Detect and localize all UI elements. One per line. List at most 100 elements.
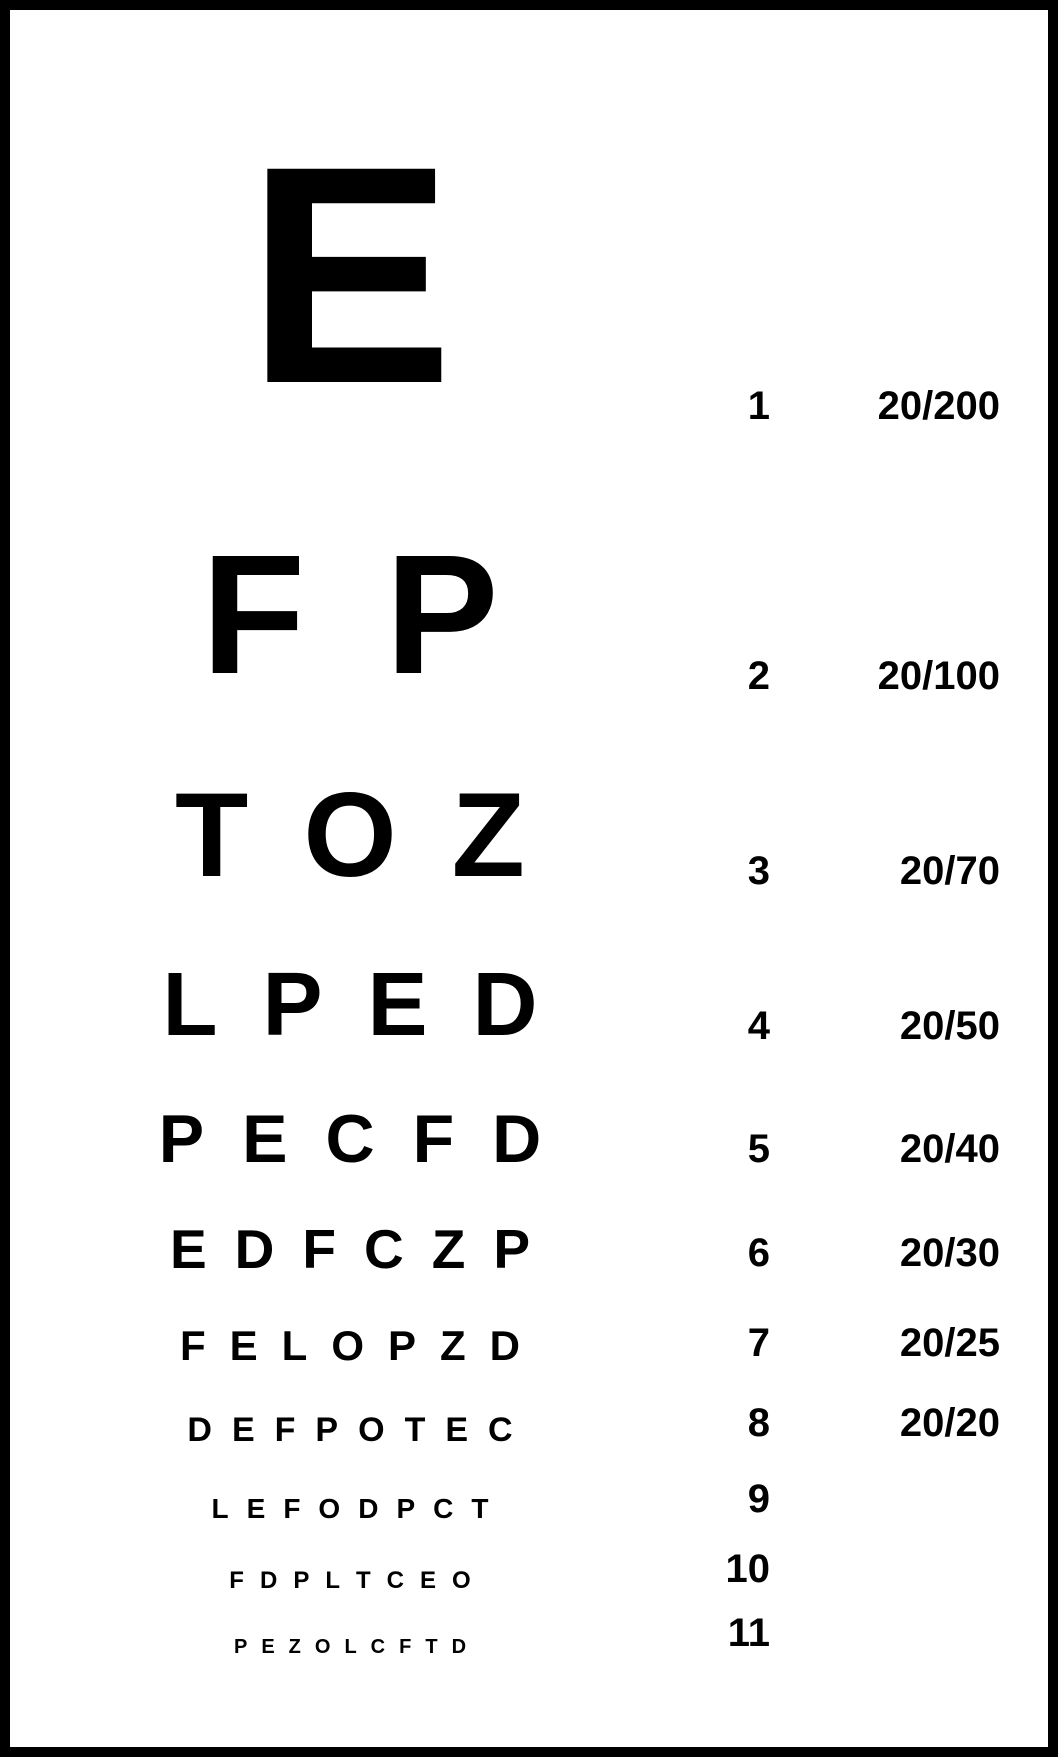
letter: P bbox=[234, 1637, 247, 1657]
letter: E bbox=[445, 1413, 468, 1447]
letter: E bbox=[232, 1413, 255, 1447]
letter: P bbox=[262, 960, 322, 1050]
chart-row-4: LPED420/50 bbox=[50, 940, 1008, 1050]
letter: O bbox=[318, 1495, 340, 1523]
eye-chart-frame: E120/200FP220/100TOZ320/70LPED420/50PECF… bbox=[0, 0, 1058, 1757]
letter: C bbox=[488, 1413, 513, 1447]
letter: T bbox=[425, 1637, 437, 1657]
letter: P bbox=[159, 1105, 204, 1173]
line-number: 7 bbox=[650, 1323, 770, 1367]
visual-acuity: 20/50 bbox=[770, 1006, 1010, 1050]
letter: D bbox=[187, 1413, 212, 1447]
letter: F bbox=[283, 1495, 300, 1523]
letter: T bbox=[405, 1413, 426, 1447]
letter: F bbox=[413, 1105, 455, 1173]
chart-row-3: TOZ320/70 bbox=[50, 755, 1008, 895]
letter: C bbox=[387, 1569, 404, 1593]
letter: O bbox=[452, 1569, 471, 1593]
visual-acuity: 20/25 bbox=[770, 1323, 1010, 1367]
letters-row-11: PEZOLCFTD bbox=[50, 1619, 650, 1657]
visual-acuity bbox=[770, 1519, 1010, 1523]
letter: D bbox=[452, 1637, 466, 1657]
letter: D bbox=[235, 1222, 275, 1277]
letter: P bbox=[493, 1222, 530, 1277]
letter: Z bbox=[440, 1325, 466, 1367]
letter: L bbox=[212, 1495, 229, 1523]
letter: F bbox=[399, 1637, 411, 1657]
visual-acuity bbox=[770, 1589, 1010, 1593]
letter: P bbox=[293, 1569, 309, 1593]
letter: C bbox=[325, 1105, 374, 1173]
letter: Z bbox=[289, 1637, 301, 1657]
letter: O bbox=[331, 1325, 364, 1367]
letter: L bbox=[325, 1569, 340, 1593]
letter: C bbox=[433, 1495, 453, 1523]
letter: P bbox=[315, 1413, 338, 1447]
letters-row-8: DEFPOTEC bbox=[50, 1395, 650, 1447]
chart-row-11: PEZOLCFTD11 bbox=[50, 1619, 1008, 1657]
letter: D bbox=[490, 1325, 520, 1367]
letters-row-10: FDPLTCEO bbox=[50, 1551, 650, 1593]
letter: O bbox=[303, 775, 396, 895]
visual-acuity: 20/40 bbox=[770, 1129, 1010, 1173]
visual-acuity: 20/70 bbox=[770, 851, 1010, 895]
letters-row-2: FP bbox=[50, 500, 650, 700]
letters-row-6: EDFCZP bbox=[50, 1205, 650, 1277]
letter: C bbox=[364, 1222, 404, 1277]
chart-row-2: FP220/100 bbox=[50, 500, 1008, 700]
chart-row-1: E120/200 bbox=[50, 50, 1008, 430]
chart-row-7: FELOPZD720/25 bbox=[50, 1307, 1008, 1367]
letters-row-5: PECFD bbox=[50, 1088, 650, 1173]
line-number: 9 bbox=[650, 1479, 770, 1523]
letter: D bbox=[260, 1569, 277, 1593]
letter: E bbox=[242, 1105, 287, 1173]
line-number: 6 bbox=[650, 1233, 770, 1277]
visual-acuity: 20/100 bbox=[770, 656, 1010, 700]
line-number: 11 bbox=[650, 1613, 770, 1657]
line-number: 10 bbox=[650, 1549, 770, 1593]
letter: O bbox=[315, 1637, 331, 1657]
line-number: 8 bbox=[650, 1403, 770, 1447]
letters-row-1: E bbox=[50, 50, 650, 430]
letter: E bbox=[230, 1325, 258, 1367]
chart-row-8: DEFPOTEC820/20 bbox=[50, 1395, 1008, 1447]
letter: L bbox=[344, 1637, 356, 1657]
letter: E bbox=[170, 1222, 207, 1277]
visual-acuity bbox=[770, 1653, 1010, 1657]
chart-row-9: LEFODPCT9 bbox=[50, 1477, 1008, 1523]
line-number: 4 bbox=[650, 1006, 770, 1050]
line-number: 1 bbox=[650, 386, 770, 430]
letter: F bbox=[180, 1325, 206, 1367]
line-number: 2 bbox=[650, 656, 770, 700]
eye-chart-rows: E120/200FP220/100TOZ320/70LPED420/50PECF… bbox=[50, 50, 1008, 1657]
letters-row-3: TOZ bbox=[50, 755, 650, 895]
visual-acuity: 20/20 bbox=[770, 1403, 1010, 1447]
letter: T bbox=[356, 1569, 371, 1593]
letter: F bbox=[229, 1569, 244, 1593]
letter: T bbox=[175, 775, 248, 895]
letter: E bbox=[420, 1569, 436, 1593]
letters-row-9: LEFODPCT bbox=[50, 1477, 650, 1523]
chart-row-5: PECFD520/40 bbox=[50, 1088, 1008, 1173]
letter: D bbox=[492, 1105, 541, 1173]
letter: P bbox=[396, 1495, 415, 1523]
letters-row-7: FELOPZD bbox=[50, 1307, 650, 1367]
line-number: 5 bbox=[650, 1129, 770, 1173]
letter: Z bbox=[452, 775, 525, 895]
letter: E bbox=[261, 1637, 274, 1657]
letter: P bbox=[388, 1325, 416, 1367]
visual-acuity: 20/30 bbox=[770, 1233, 1010, 1277]
letter: E bbox=[247, 1495, 266, 1523]
letter: O bbox=[358, 1413, 384, 1447]
chart-row-6: EDFCZP620/30 bbox=[50, 1205, 1008, 1277]
letter: F bbox=[275, 1413, 296, 1447]
letter: Z bbox=[432, 1222, 466, 1277]
visual-acuity: 20/200 bbox=[770, 386, 1010, 430]
line-number: 3 bbox=[650, 851, 770, 895]
letter: T bbox=[471, 1495, 488, 1523]
chart-row-10: FDPLTCEO10 bbox=[50, 1551, 1008, 1593]
letter: D bbox=[358, 1495, 378, 1523]
letter: L bbox=[282, 1325, 308, 1367]
letter: E bbox=[367, 960, 427, 1050]
letter: C bbox=[371, 1637, 385, 1657]
